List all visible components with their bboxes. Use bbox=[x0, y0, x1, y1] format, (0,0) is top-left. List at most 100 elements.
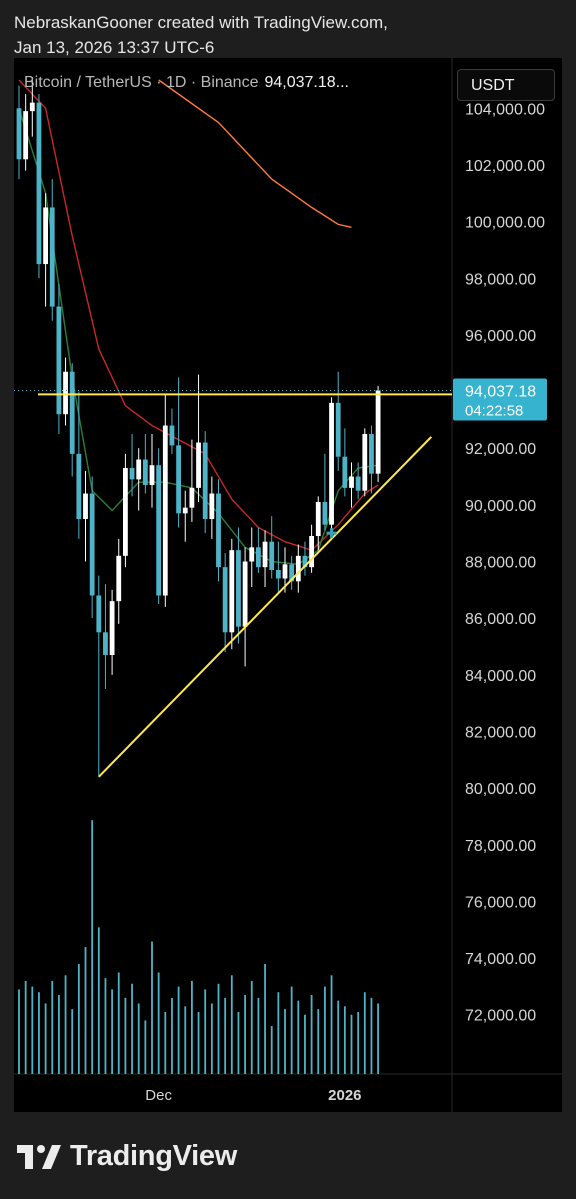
volume-bar bbox=[84, 947, 87, 1074]
x-tick-label: 2026 bbox=[328, 1087, 361, 1104]
candle-up bbox=[162, 425, 168, 596]
tradingview-logo: TradingView bbox=[16, 1140, 237, 1173]
candle-down bbox=[342, 456, 348, 488]
volume-bar bbox=[157, 972, 160, 1074]
y-tick-label: 88,000.00 bbox=[465, 555, 536, 572]
volume-bar bbox=[58, 995, 60, 1074]
candle-down bbox=[302, 555, 308, 568]
volume-bar bbox=[44, 1003, 47, 1074]
volume-bar bbox=[137, 1003, 140, 1074]
volume-bar bbox=[224, 997, 227, 1074]
volume-bar bbox=[250, 980, 253, 1074]
y-tick-label: 86,000.00 bbox=[465, 611, 536, 628]
attribution-line-2: Jan 13, 2026 13:37 UTC-6 bbox=[14, 38, 215, 57]
candle-down bbox=[355, 476, 361, 491]
volume-bar bbox=[270, 1026, 273, 1074]
volume-bar bbox=[97, 927, 100, 1074]
candle-down bbox=[129, 468, 135, 480]
candle-up bbox=[23, 111, 29, 160]
candle-up bbox=[262, 541, 268, 568]
chart-attribution: NebraskanGooner created with TradingView… bbox=[14, 10, 388, 60]
marker-cross bbox=[326, 528, 337, 539]
candle-down bbox=[222, 567, 228, 633]
candle-up bbox=[349, 476, 354, 488]
candle-down bbox=[335, 402, 341, 457]
volume-bar bbox=[290, 986, 293, 1074]
candle-down bbox=[36, 102, 42, 265]
chart-panel[interactable]: 104,000.00 102,000.00 100,000.00 98,000.00 9… bbox=[14, 58, 562, 1112]
volume-bar bbox=[197, 1011, 200, 1074]
candle-down bbox=[236, 550, 241, 627]
y-tick-label: 98,000.00 bbox=[465, 271, 536, 288]
candle-down bbox=[156, 465, 162, 596]
candle-down bbox=[103, 632, 108, 655]
candle-down bbox=[289, 564, 295, 582]
candle-down bbox=[269, 541, 275, 570]
candle-up bbox=[295, 555, 301, 582]
moving-average-orange bbox=[158, 79, 352, 228]
candle-up bbox=[136, 459, 142, 480]
tradingview-wordmark: TradingView bbox=[70, 1140, 237, 1172]
volume-bar bbox=[177, 986, 180, 1074]
symbol-label: Bitcoin / TetherUS · 1D · Binance bbox=[24, 74, 259, 91]
y-tick-label: 76,000.00 bbox=[465, 894, 536, 911]
y-tick-label: 102,000.00 bbox=[465, 158, 545, 175]
candle-down bbox=[16, 108, 22, 160]
volume-bar bbox=[284, 1009, 286, 1074]
volume-bar bbox=[277, 992, 280, 1074]
y-tick-label: 72,000.00 bbox=[465, 1008, 536, 1025]
candle-up bbox=[229, 550, 235, 633]
y-tick-label: 74,000.00 bbox=[465, 951, 536, 968]
candle-up bbox=[83, 493, 88, 520]
candle-up bbox=[149, 465, 155, 486]
candle-down bbox=[169, 425, 175, 446]
volume-bar bbox=[324, 986, 326, 1074]
volume-bar bbox=[24, 980, 27, 1074]
volume-bar bbox=[370, 997, 373, 1074]
candle-down bbox=[275, 569, 281, 579]
volume-bar bbox=[77, 964, 80, 1074]
candle-up bbox=[209, 493, 215, 520]
countdown-timer: 04:22:58 bbox=[465, 402, 523, 419]
volume-bar bbox=[264, 964, 266, 1074]
candle-down bbox=[176, 445, 181, 514]
volume-bar bbox=[363, 992, 366, 1074]
volume-bar bbox=[337, 1000, 340, 1074]
volume-bar bbox=[230, 975, 233, 1074]
volume-bar bbox=[304, 1014, 306, 1074]
candle-down bbox=[56, 306, 62, 415]
volume-bar bbox=[317, 1009, 320, 1074]
currency-button[interactable]: USDT bbox=[457, 69, 555, 101]
volume-bar bbox=[31, 986, 34, 1074]
candle-up bbox=[123, 468, 128, 556]
attribution-line-1: NebraskanGooner created with TradingView… bbox=[14, 13, 388, 32]
volume-bar bbox=[51, 980, 54, 1074]
candle-down bbox=[322, 502, 328, 525]
tradingview-logo-icon bbox=[17, 1144, 61, 1169]
volume-bar bbox=[91, 820, 94, 1074]
candle-up bbox=[249, 547, 255, 562]
volume-bar bbox=[257, 997, 260, 1074]
candle-up bbox=[362, 434, 368, 491]
candle-up bbox=[282, 564, 288, 579]
candle-up bbox=[196, 442, 201, 488]
volume-bar bbox=[111, 989, 113, 1074]
y-tick-label: 78,000.00 bbox=[465, 838, 536, 855]
y-tick-label: 80,000.00 bbox=[465, 781, 536, 798]
candle-up bbox=[329, 402, 334, 525]
y-tick-label: 104,000.00 bbox=[465, 101, 545, 118]
volume-bar bbox=[144, 1020, 147, 1074]
candle-up bbox=[375, 390, 381, 474]
volume-bar bbox=[377, 1003, 379, 1074]
volume-bar bbox=[124, 997, 127, 1074]
candle-down bbox=[256, 547, 261, 568]
volume-bar bbox=[330, 975, 333, 1074]
candle-up bbox=[43, 207, 48, 265]
volume-bar bbox=[244, 995, 246, 1074]
price-chart[interactable]: 104,000.00 102,000.00 100,000.00 98,000.00 9… bbox=[14, 58, 562, 1112]
volume-bar bbox=[184, 1006, 187, 1074]
volume-bar bbox=[104, 978, 107, 1074]
x-tick-label: Dec bbox=[145, 1087, 172, 1104]
volume-bar bbox=[297, 1000, 300, 1074]
last-price-label bbox=[453, 378, 547, 421]
